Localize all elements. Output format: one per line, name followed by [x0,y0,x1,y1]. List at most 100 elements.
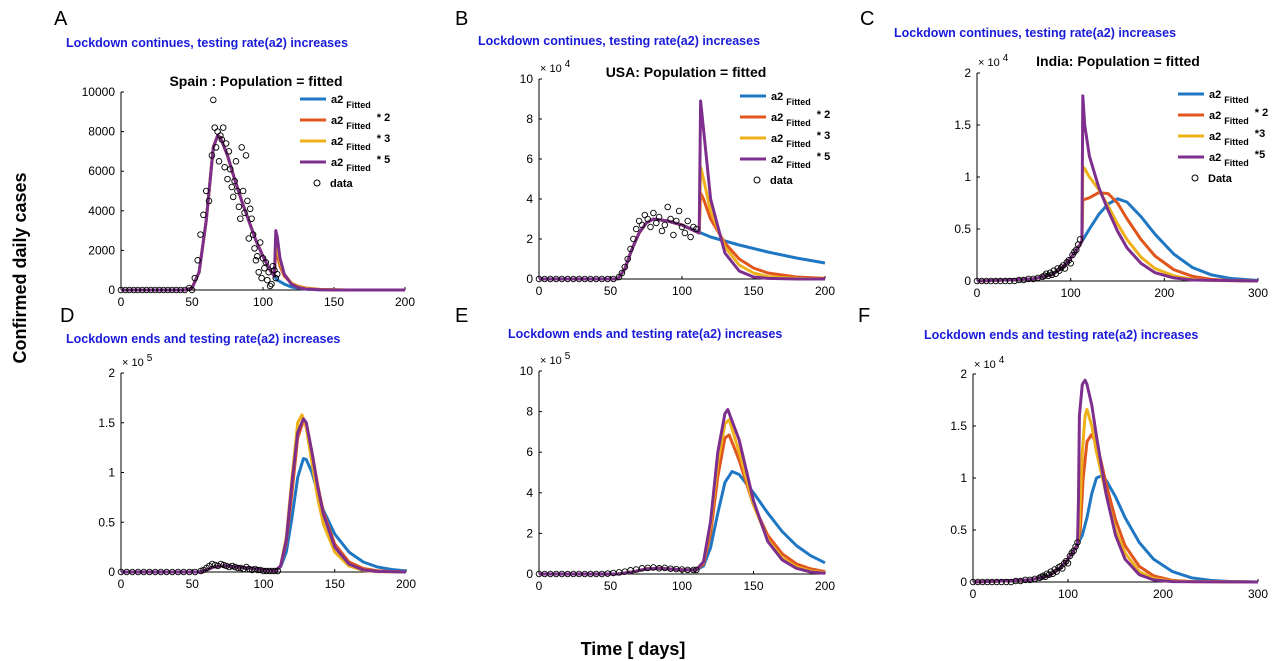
y-tick-label: 2 [526,526,533,540]
data-point [676,208,682,214]
panels-group: A Lockdown continues, testing rate(a2) in… [54,8,1268,601]
y-tick-label: 8 [526,405,533,419]
legend-label: a2 Fitted* 2 [1209,107,1268,126]
x-tick-label: 200 [396,577,416,591]
data-point [259,275,265,281]
series-line-2 [977,193,1258,281]
legend: a2 Fitteda2 Fitted* 2a2 Fitted*3a2 Fitte… [1178,89,1268,185]
y-axis-label: Confirmed daily cases [10,172,30,363]
panel-subtitle: Lockdown continues, testing rate(a2) inc… [894,26,1176,40]
series-line-3 [121,415,406,572]
data-point [245,198,251,204]
y-tick-label: 4 [526,486,533,500]
panel-letter: F [858,305,870,327]
panel-letter: B [455,8,468,30]
x-tick-label: 100 [672,579,692,593]
x-tick-label: 150 [743,284,763,298]
panel-subtitle: Lockdown ends and testing rate(a2) incre… [66,332,340,346]
x-tick-label: 100 [253,295,273,309]
x-tick-label: 0 [536,579,543,593]
legend-marker [754,177,760,183]
y-tick-label: 10 [520,364,534,378]
data-point [222,164,228,170]
data-point [198,232,204,238]
x-tick-label: 100 [672,284,692,298]
series-line-3 [539,420,825,574]
data-point [671,232,677,238]
y-tick-label: 0.5 [954,222,971,236]
x-tick-label: 200 [815,284,835,298]
y-tick-label: 0 [960,575,967,589]
series-line-1 [539,219,825,279]
panel-subtitle: Lockdown ends and testing rate(a2) incre… [508,327,782,341]
x-tick-label: 0 [118,295,125,309]
panel-letter: D [60,305,74,327]
series-line-1 [121,459,406,572]
data-point [636,218,642,224]
data-point [247,206,253,212]
legend-label: a2 Fitted* 2 [771,109,830,128]
y-tick-label: 2 [960,367,967,381]
x-tick-label: 0 [970,587,977,601]
y-tick-label: 1 [108,466,115,480]
panel-b: BLockdown continues, testing rate(a2) in… [455,8,835,298]
x-tick-label: 300 [1248,587,1268,601]
data-point [240,188,246,194]
legend: a2 Fitted a2 Fitted* 2 a2 Fitted* 3 a2 Fitt… [740,91,830,187]
series-line-2 [121,136,405,290]
y-tick-label: 2 [526,232,533,246]
x-tick-label: 200 [395,295,415,309]
y-tick-label: 0 [526,567,533,581]
panel-e: E Lockdown ends and testing rate(a2) incr… [455,305,835,593]
y-tick-label: 10000 [82,85,116,99]
data-point [659,228,665,234]
data-point [229,184,235,190]
panel-letter: E [455,305,468,327]
series-line-4 [121,419,406,572]
legend-label: Data [1208,173,1233,185]
legend-label: a2 Fitted* 3 [771,130,830,149]
data-point [211,97,217,103]
figure-canvas: Confirmed daily cases Time [ days] A Lock… [0,0,1280,661]
legend-label: a2 Fitted* 5 [331,154,390,173]
x-tick-label: 100 [1061,286,1081,300]
x-tick-label: 300 [1248,286,1268,300]
panel-title: USA: Population = fitted [606,64,767,80]
series-line-2 [539,193,825,279]
data-point [654,220,660,226]
y-tick-label: 4000 [88,204,115,218]
data-point [252,246,258,252]
axis-multiplier: × 10 4 [974,355,1005,371]
legend-label: a2 Fitted*3 [1209,128,1265,147]
panel-title: India: Population = fitted [1036,53,1200,69]
axis-multiplier: × 10 5 [122,353,153,369]
legend-label: a2 Fitted* 3 [331,133,390,152]
x-tick-label: 150 [324,295,344,309]
x-tick-label: 150 [743,579,763,593]
axis-multiplier: × 10 5 [540,351,571,367]
series-line-4 [539,410,825,574]
y-tick-label: 0.5 [98,515,115,529]
legend-marker [1192,175,1198,181]
x-tick-label: 0 [974,286,981,300]
data-point [651,210,657,216]
data-point [662,222,668,228]
data-point [685,218,691,224]
x-tick-label: 50 [186,577,200,591]
legend-marker [314,180,320,186]
y-tick-label: 0.5 [950,523,967,537]
x-tick-label: 200 [1153,587,1173,601]
series-line-1 [121,136,405,290]
panel-letter: A [54,8,68,30]
y-tick-label: 1 [964,170,971,184]
data-point [688,234,694,240]
data-point [256,269,262,275]
data-point [642,212,648,218]
series-line-2 [973,434,1258,582]
panel-d: D Lockdown ends and testing rate(a2) incr… [60,305,416,591]
x-axis-label: Time [ days] [581,639,686,659]
y-tick-label: 2 [964,66,971,80]
x-tick-label: 200 [1154,286,1174,300]
data-point [236,204,242,210]
x-tick-label: 50 [604,579,618,593]
